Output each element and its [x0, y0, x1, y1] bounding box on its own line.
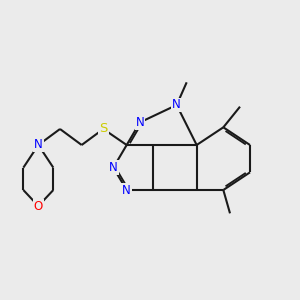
Text: N: N	[109, 161, 118, 174]
Text: N: N	[136, 116, 144, 129]
Text: N: N	[122, 184, 131, 196]
Text: N: N	[34, 139, 43, 152]
Text: O: O	[34, 200, 43, 212]
Text: N: N	[172, 98, 181, 112]
Text: S: S	[99, 122, 107, 136]
